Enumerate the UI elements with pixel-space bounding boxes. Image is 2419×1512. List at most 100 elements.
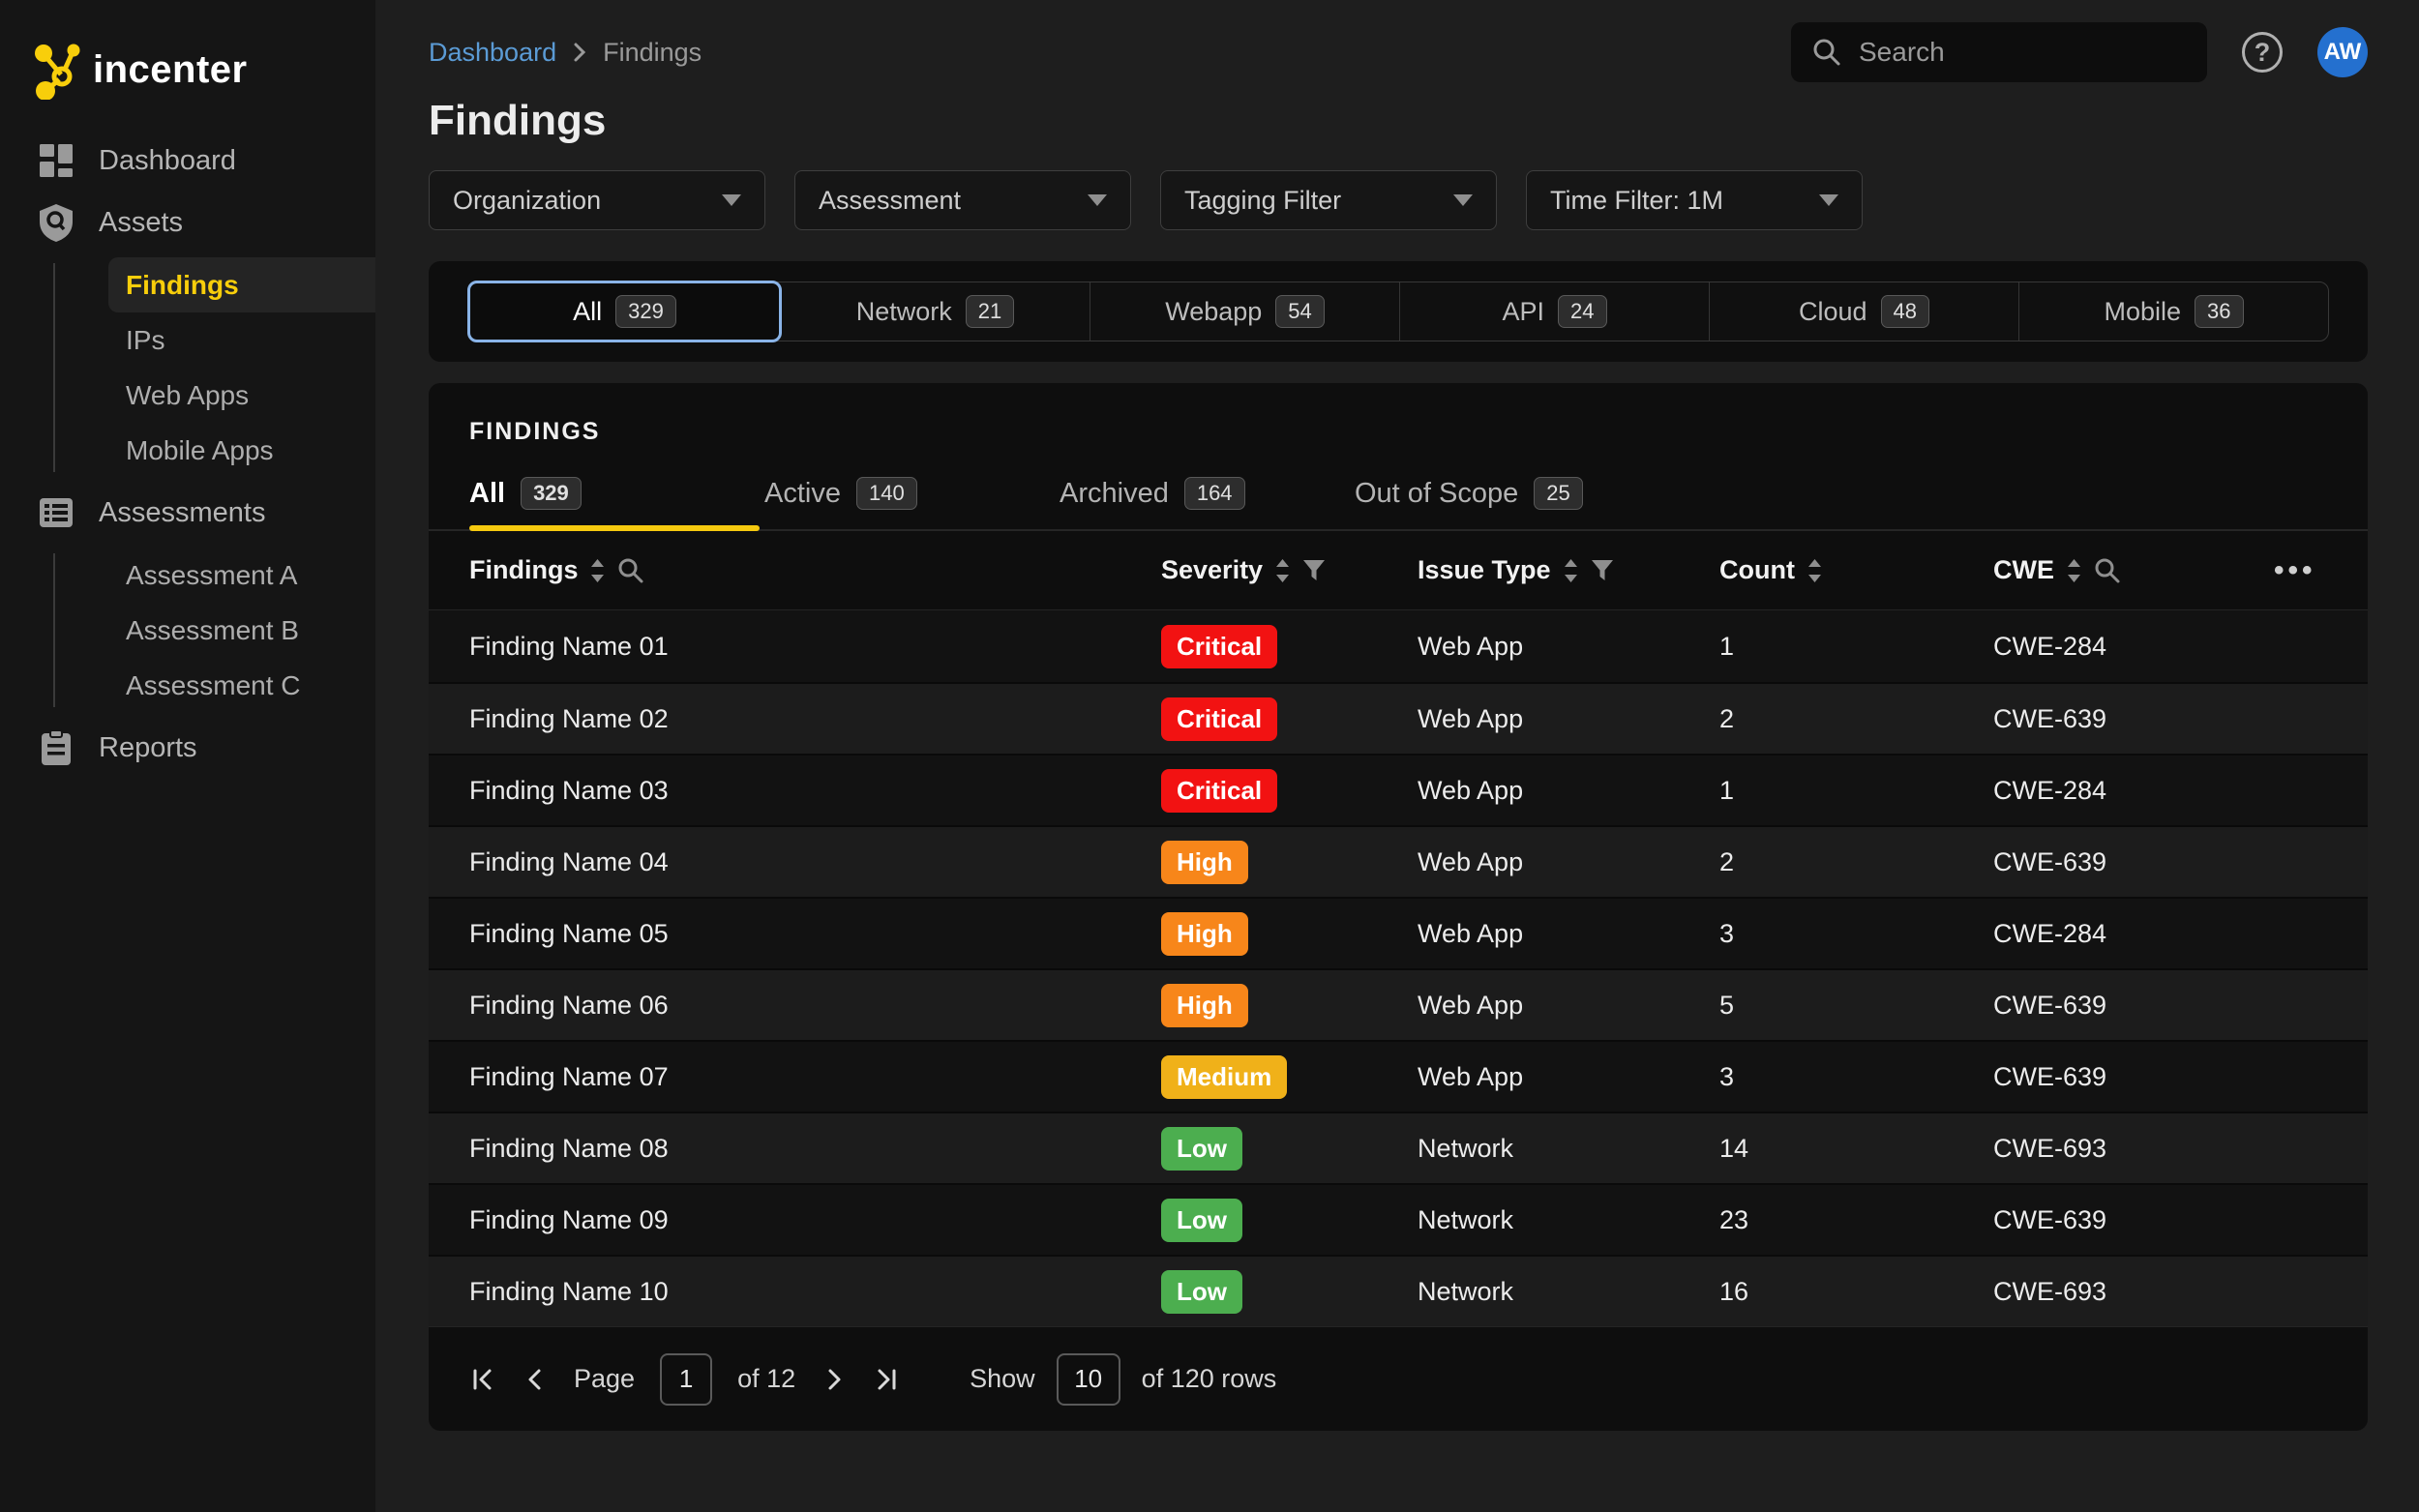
sidebar-item-findings[interactable]: Findings [108, 257, 375, 312]
severity-badge: Critical [1161, 768, 1278, 813]
more-options-icon[interactable] [2274, 554, 2316, 587]
table-row[interactable]: Finding Name 01 Critical Web App 1 CWE-2… [429, 610, 2368, 683]
assessment-dropdown[interactable]: Assessment [794, 170, 1131, 230]
table-row[interactable]: Finding Name 03 Critical Web App 1 CWE-2… [429, 754, 2368, 826]
column-search-icon[interactable] [617, 557, 644, 584]
sidebar-item-assessment-b[interactable]: Assessment B [126, 614, 299, 645]
severity-badge: High [1161, 840, 1248, 884]
asset-tab-mobile[interactable]: Mobile 36 [2019, 282, 2328, 341]
finding-name-cell: Finding Name 06 [469, 990, 669, 1020]
main-content: Dashboard Findings ? AW Findings [375, 0, 2419, 1512]
issue-type-cell: Web App [1418, 1061, 1524, 1091]
cwe-cell: CWE-693 [1993, 1276, 2107, 1306]
help-button[interactable]: ? [2242, 32, 2283, 73]
filter-funnel-icon[interactable] [1302, 559, 1326, 582]
sidebar-nav: Dashboard Assets Findings IPs [0, 130, 375, 779]
table-row[interactable]: Finding Name 04 High Web App 2 CWE-639 [429, 825, 2368, 898]
sidebar-item-assessment-c[interactable]: Assessment C [126, 669, 301, 700]
topbar-right: ? AW [1791, 22, 2368, 82]
table-row[interactable]: Finding Name 07 Medium Web App 3 CWE-639 [429, 1040, 2368, 1112]
tab-all[interactable]: All 329 [469, 477, 764, 532]
asset-tab-webapp[interactable]: Webapp 54 [1090, 282, 1400, 341]
assets-shield-search-icon [37, 203, 75, 242]
sidebar-item-reports[interactable]: Reports [0, 717, 375, 779]
previous-page-button[interactable] [522, 1366, 549, 1393]
next-page-button[interactable] [821, 1366, 848, 1393]
page-size-input[interactable] [1056, 1352, 1120, 1406]
count-badge: 24 [1558, 294, 1607, 329]
sort-icon[interactable] [2066, 558, 2082, 583]
search-input[interactable] [1859, 37, 2208, 68]
filter-funnel-icon[interactable] [1591, 559, 1614, 582]
finding-name-cell: Finding Name 01 [469, 631, 669, 661]
table-row[interactable]: Finding Name 09 Low Network 23 CWE-639 [429, 1183, 2368, 1256]
sort-icon[interactable] [589, 558, 606, 583]
count-cell: 3 [1719, 918, 1735, 948]
show-label: Show [970, 1364, 1035, 1394]
issue-type-cell: Network [1418, 1133, 1514, 1163]
column-header-cwe[interactable]: CWE [1993, 555, 2054, 585]
table-row[interactable]: Finding Name 05 High Web App 3 CWE-284 [429, 897, 2368, 969]
finding-name-cell: Finding Name 05 [469, 918, 669, 948]
reports-clipboard-icon [37, 729, 75, 766]
cwe-cell: CWE-284 [1993, 775, 2107, 805]
assessments-subnav: Assessment A Assessment B Assessment C [0, 544, 375, 717]
sort-icon[interactable] [1807, 558, 1823, 583]
finding-name-cell: Finding Name 02 [469, 703, 669, 733]
sidebar-item-assets[interactable]: Assets [0, 192, 375, 253]
severity-badge: Critical [1161, 697, 1278, 741]
chevron-down-icon [1453, 194, 1473, 206]
asset-tab-network[interactable]: Network 21 [781, 282, 1090, 341]
tagging-filter-dropdown[interactable]: Tagging Filter [1160, 170, 1497, 230]
count-cell: 16 [1719, 1276, 1749, 1306]
time-filter-dropdown[interactable]: Time Filter: 1M [1526, 170, 1863, 230]
breadcrumb-link-dashboard[interactable]: Dashboard [429, 37, 557, 67]
sort-icon[interactable] [1274, 558, 1291, 583]
asset-tabs-card: All 329 Network 21 Webapp 54 API 24 Clou… [429, 261, 2368, 362]
sort-icon[interactable] [1563, 558, 1579, 583]
breadcrumb-current: Findings [603, 37, 702, 67]
topbar: Dashboard Findings ? AW [429, 21, 2368, 83]
issue-type-cell: Network [1418, 1276, 1514, 1306]
tab-archived[interactable]: Archived 164 [1060, 477, 1355, 529]
column-header-issue-type[interactable]: Issue Type [1418, 555, 1551, 585]
column-header-count[interactable]: Count [1719, 555, 1795, 585]
issue-type-cell: Network [1418, 1204, 1514, 1234]
asset-tab-cloud[interactable]: Cloud 48 [1710, 282, 2019, 341]
organization-dropdown[interactable]: Organization [429, 170, 765, 230]
sidebar-item-dashboard[interactable]: Dashboard [0, 130, 375, 192]
assets-subnav: Findings IPs Web Apps Mobile Apps [0, 253, 375, 482]
sidebar-item-assessments[interactable]: Assessments [0, 482, 375, 544]
count-badge: 329 [615, 294, 676, 329]
sidebar-item-label: Assets [99, 206, 184, 238]
page-label: Page [574, 1364, 636, 1394]
table-row[interactable]: Finding Name 02 Critical Web App 2 CWE-6… [429, 682, 2368, 755]
sidebar-item-label: Dashboard [99, 144, 236, 176]
avatar[interactable]: AW [2317, 27, 2368, 77]
page-number-input[interactable] [660, 1352, 713, 1406]
first-page-button[interactable] [469, 1366, 496, 1393]
column-search-icon[interactable] [2094, 557, 2121, 584]
table-row[interactable]: Finding Name 06 High Web App 5 CWE-639 [429, 968, 2368, 1041]
asset-tab-all[interactable]: All 329 [467, 281, 782, 342]
column-header-findings[interactable]: Findings [469, 555, 579, 585]
count-badge: 164 [1183, 477, 1245, 511]
sidebar-item-web-apps[interactable]: Web Apps [126, 379, 250, 410]
sidebar-item-label: Assessments [99, 496, 266, 528]
last-page-button[interactable] [873, 1366, 900, 1393]
findings-status-tabs: All 329 Active 140 Archived 164 Out of S… [429, 477, 2368, 532]
column-header-severity[interactable]: Severity [1161, 555, 1264, 585]
sidebar-item-assessment-a[interactable]: Assessment A [126, 559, 298, 590]
count-cell: 1 [1719, 631, 1735, 661]
tab-active[interactable]: Active 140 [764, 477, 1060, 529]
severity-badge: High [1161, 911, 1248, 956]
asset-tab-api[interactable]: API 24 [1400, 282, 1710, 341]
sidebar-item-ips[interactable]: IPs [126, 324, 165, 355]
sidebar-item-mobile-apps[interactable]: Mobile Apps [126, 434, 274, 465]
tab-out-of-scope[interactable]: Out of Scope 25 [1355, 477, 1650, 529]
issue-type-cell: Web App [1418, 918, 1524, 948]
table-row[interactable]: Finding Name 10 Low Network 16 CWE-693 [429, 1255, 2368, 1327]
logo[interactable]: incenter [0, 27, 375, 112]
sidebar: incenter Dashboard [0, 0, 375, 1512]
table-row[interactable]: Finding Name 08 Low Network 14 CWE-693 [429, 1112, 2368, 1184]
